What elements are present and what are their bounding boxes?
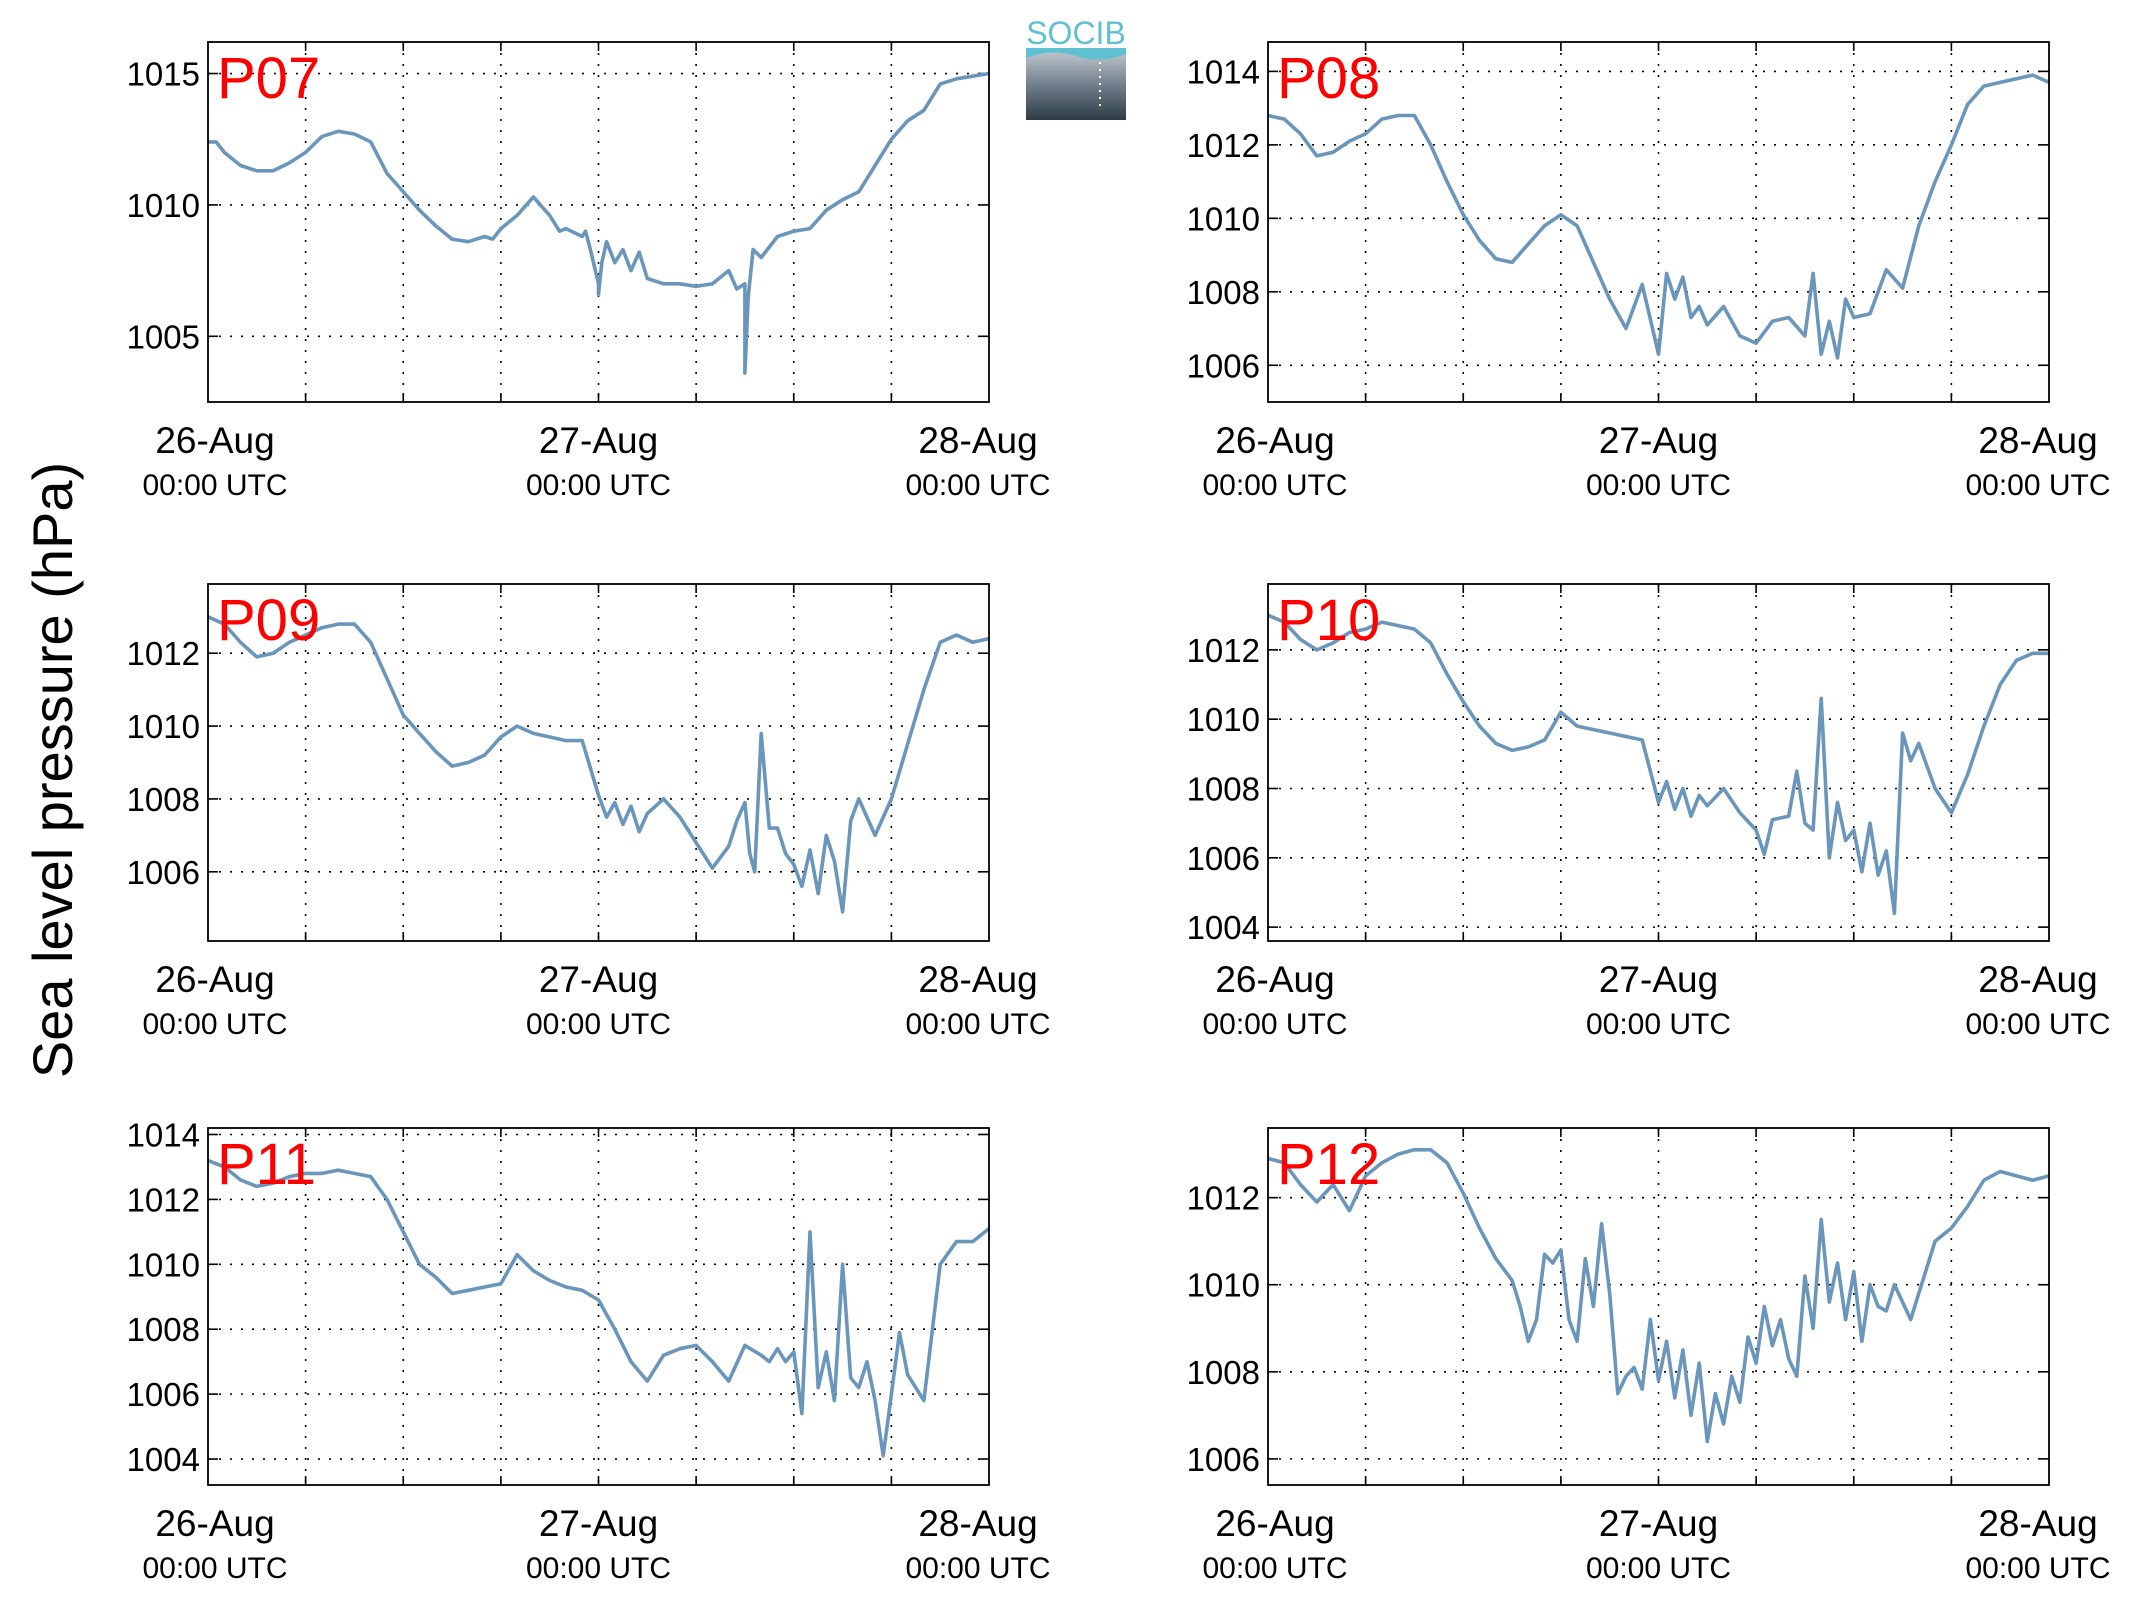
- x-tick-label-time: 00:00 UTC: [526, 1008, 671, 1041]
- y-tick-label: 1004: [127, 1441, 200, 1478]
- y-tick-label: 1006: [1187, 840, 1260, 877]
- plot-area: [208, 584, 989, 941]
- y-tick-label: 1010: [1187, 701, 1260, 738]
- y-tick-label: 1006: [1187, 1441, 1260, 1478]
- series-line: [1267, 1148, 2050, 1444]
- y-tick-label: 1010: [127, 1246, 200, 1283]
- plot-area: [208, 42, 989, 402]
- x-tick-label-date: 28-Aug: [1978, 420, 2097, 461]
- x-tick-label-date: 28-Aug: [1978, 959, 2097, 1000]
- socib-logo-box: [1026, 48, 1126, 120]
- plot-frame: [1267, 1127, 2050, 1486]
- socib-logo-text: SOCIB: [1026, 15, 1126, 51]
- chart-panel-p10: 1004 1006 1008 1010 1012 26-Aug 00:00 UTC 27-Au…: [1187, 583, 2111, 1041]
- plot-area: [1268, 1128, 2049, 1485]
- x-tick-label-time: 00:00 UTC: [1965, 1552, 2110, 1585]
- x-tick-label-time: 00:00 UTC: [1586, 469, 1731, 502]
- x-tick-label-time: 00:00 UTC: [1586, 1552, 1731, 1585]
- panel-label: P10: [1277, 588, 1380, 653]
- x-tick-label-time: 00:00 UTC: [142, 469, 287, 502]
- x-tick-label-time: 00:00 UTC: [526, 1552, 671, 1585]
- panel-label: P12: [1277, 1132, 1380, 1197]
- y-tick-label: 1014: [1187, 53, 1260, 90]
- x-tick-label-time: 00:00 UTC: [1965, 1008, 2110, 1041]
- plot-frame: [207, 41, 990, 403]
- x-tick-label-time: 00:00 UTC: [526, 469, 671, 502]
- y-tick-label: 1010: [1187, 200, 1260, 237]
- y-tick-label: 1010: [127, 708, 200, 745]
- plot-area: [1268, 584, 2049, 941]
- panel-label: P08: [1277, 46, 1380, 111]
- y-tick-label: 1012: [1187, 1180, 1260, 1217]
- chart-panel-p09: 1006 1008 1010 1012 26-Aug 00:00 UTC 27-Aug 00:…: [127, 583, 1051, 1041]
- y-tick-label: 1008: [1187, 770, 1260, 807]
- y-tick-label: 1008: [1187, 1354, 1260, 1391]
- x-tick-label-time: 00:00 UTC: [142, 1552, 287, 1585]
- y-tick-label: 1005: [127, 318, 200, 355]
- x-tick-label-time: 00:00 UTC: [1202, 1552, 1347, 1585]
- x-tick-label-date: 26-Aug: [1215, 420, 1334, 461]
- y-tick-label: 1010: [127, 187, 200, 224]
- x-tick-label-date: 28-Aug: [918, 420, 1037, 461]
- socib-logo: SOCIB: [1026, 15, 1126, 120]
- x-tick-label-time: 00:00 UTC: [905, 1552, 1050, 1585]
- x-tick-label-time: 00:00 UTC: [905, 469, 1050, 502]
- series-line: [207, 1158, 991, 1458]
- y-tick-label: 1006: [1187, 347, 1260, 384]
- plot-frame: [207, 583, 990, 942]
- x-tick-label-date: 27-Aug: [1599, 1503, 1718, 1544]
- x-tick-label-date: 28-Aug: [918, 959, 1037, 1000]
- y-tick-label: 1010: [1187, 1267, 1260, 1304]
- series-line: [1267, 613, 2049, 916]
- y-tick-label: 1012: [127, 1181, 200, 1218]
- x-tick-label-date: 27-Aug: [1599, 959, 1718, 1000]
- x-tick-label-time: 00:00 UTC: [1202, 1008, 1347, 1041]
- y-tick-label: 1006: [127, 854, 200, 891]
- x-tick-label-date: 27-Aug: [539, 420, 658, 461]
- chart-panel-p08: 1006 1008 1010 1012 1014 26-Aug 00:00 UTC 27-Au…: [1187, 41, 2111, 502]
- panel-label: P09: [217, 588, 320, 653]
- plot-frame: [1267, 41, 2050, 403]
- y-tick-label: 1008: [127, 781, 200, 818]
- y-tick-label: 1008: [127, 1311, 200, 1348]
- x-tick-label-date: 27-Aug: [539, 1503, 658, 1544]
- x-tick-label-time: 00:00 UTC: [142, 1008, 287, 1041]
- y-tick-label: 1012: [1187, 127, 1260, 164]
- plot-frame: [1267, 583, 2050, 942]
- series-line: [1267, 73, 2050, 360]
- series-line: [207, 615, 990, 914]
- y-tick-label: 1008: [1187, 274, 1260, 311]
- x-tick-label-date: 26-Aug: [155, 1503, 274, 1544]
- series-line: [208, 71, 990, 375]
- y-tick-label: 1006: [127, 1376, 200, 1413]
- y-tick-label: 1014: [127, 1116, 200, 1153]
- plot-frame: [207, 1127, 990, 1486]
- x-tick-label-date: 28-Aug: [1978, 1503, 2097, 1544]
- x-tick-label-date: 26-Aug: [155, 959, 274, 1000]
- x-tick-label-date: 28-Aug: [918, 1503, 1037, 1544]
- chart-panel-p11: 1004 1006 1008 1010 1012 1014 26-Aug 00:00 UTC 2…: [127, 1116, 1051, 1585]
- x-tick-label-time: 00:00 UTC: [1586, 1008, 1731, 1041]
- socib-logo-wave: [1026, 48, 1126, 60]
- y-axis-label: Sea level pressure (hPa): [21, 462, 84, 1078]
- panel-label: P11: [217, 1132, 316, 1197]
- x-tick-label-time: 00:00 UTC: [1965, 469, 2110, 502]
- chart-panel-p12: 1006 1008 1010 1012 26-Aug 00:00 UTC 27-Aug 00:…: [1187, 1127, 2111, 1585]
- y-tick-label: 1015: [127, 56, 200, 93]
- x-tick-label-date: 26-Aug: [1215, 959, 1334, 1000]
- panel-label: P07: [217, 46, 320, 111]
- x-tick-label-date: 27-Aug: [539, 959, 658, 1000]
- chart-panel-p07: 1005 1010 1015 26-Aug 00:00 UTC 27-Aug 00:00 U…: [127, 41, 1051, 502]
- plot-area: [208, 1128, 989, 1485]
- y-tick-label: 1004: [1187, 909, 1260, 946]
- y-tick-label: 1012: [127, 635, 200, 672]
- x-tick-label-date: 26-Aug: [155, 420, 274, 461]
- x-tick-label-date: 26-Aug: [1215, 1503, 1334, 1544]
- x-tick-label-time: 00:00 UTC: [1202, 469, 1347, 502]
- x-tick-label-date: 27-Aug: [1599, 420, 1718, 461]
- y-tick-label: 1012: [1187, 632, 1260, 669]
- x-tick-label-time: 00:00 UTC: [905, 1008, 1050, 1041]
